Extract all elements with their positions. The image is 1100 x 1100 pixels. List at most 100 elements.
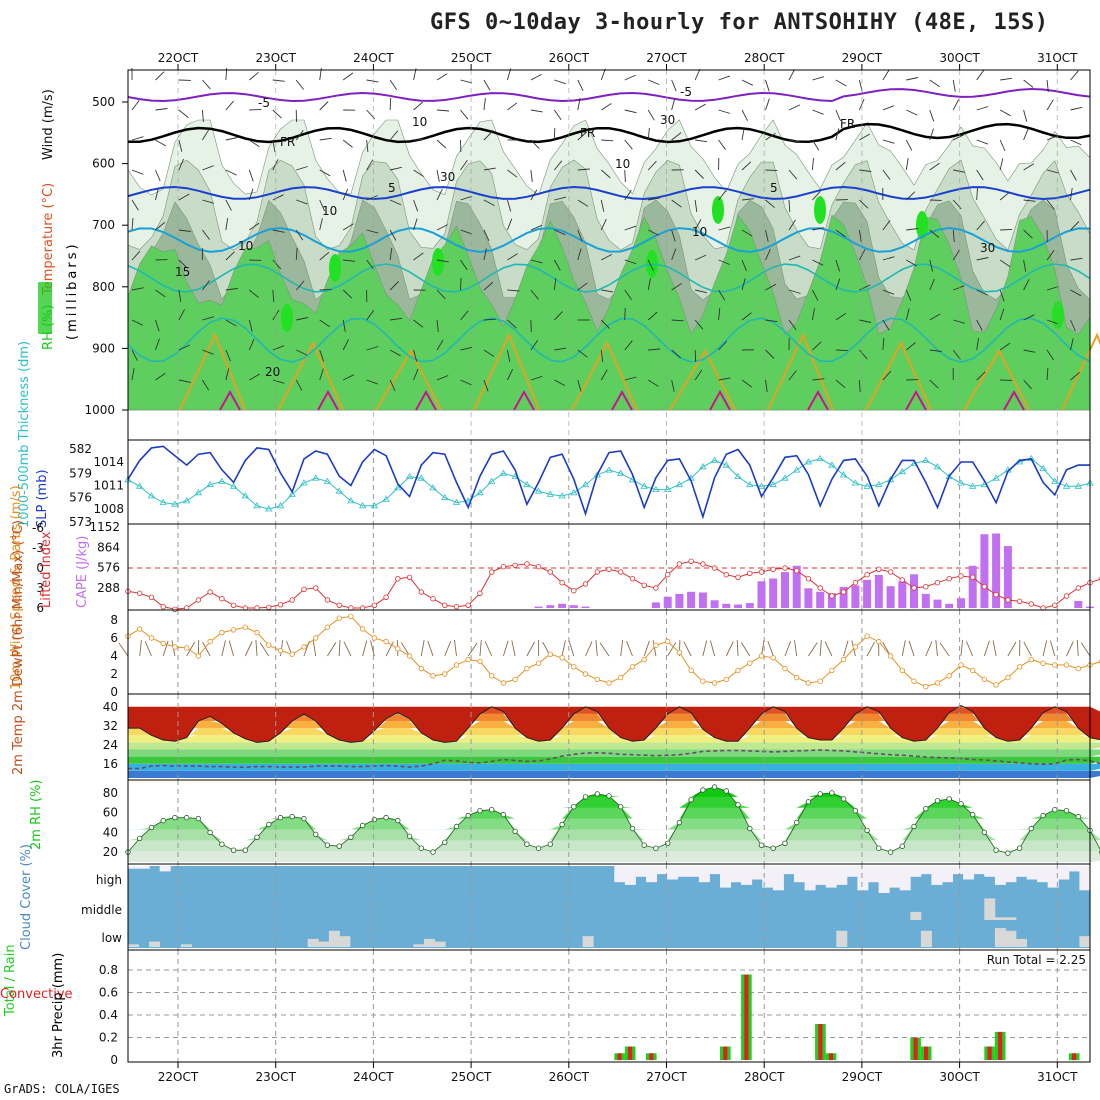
li-point [606, 566, 612, 572]
wind-barb [225, 218, 229, 231]
li-point [219, 596, 225, 602]
li-tick: 0 [36, 561, 44, 575]
wind-barb [342, 319, 346, 332]
cape-bar [581, 606, 590, 608]
wind-barb [906, 228, 919, 231]
surface-wind-barb [526, 641, 535, 657]
li-point [899, 577, 905, 583]
sfc-temp-contour-hot [807, 389, 829, 411]
sfc-temp-contour [179, 332, 246, 411]
thickness-point [746, 480, 754, 488]
li-point [876, 566, 882, 572]
wind-barb [906, 77, 919, 81]
wind-barb [577, 379, 582, 392]
thickness-point [546, 490, 555, 497]
surface-wind-barb [908, 640, 915, 657]
wind-barb [554, 311, 564, 321]
thickness-point [757, 482, 766, 489]
wind-barb [319, 137, 332, 141]
surface-wind-barb [620, 640, 624, 657]
wind-barb [812, 76, 825, 81]
surface-wind-barb [866, 641, 875, 657]
wind-barb [718, 75, 731, 81]
li-point [993, 592, 999, 598]
rh-tick: 20 [103, 845, 118, 859]
wind-barb [976, 106, 989, 111]
wind-barb [131, 250, 141, 261]
wind-barb [1070, 70, 1079, 81]
x-tick-bottom: 31OCT [1037, 1070, 1078, 1084]
contour-label: 5 [770, 181, 778, 195]
wind-barb [342, 374, 355, 381]
wind-barb [413, 218, 418, 231]
upper-air-panel: -5 FR 5 10 15 20 -5 FR FR 5 10 10 30 10 30 10 30 500 600 70… [38, 67, 1100, 417]
cape-bar [781, 572, 789, 608]
temp-band [128, 763, 1100, 771]
wind-barb [131, 287, 144, 291]
wind-barb [765, 79, 770, 92]
thickness-point [828, 461, 836, 468]
wind-barb [178, 344, 190, 351]
li-point [911, 585, 917, 591]
rh-point [230, 847, 237, 853]
wind-barb [178, 139, 183, 152]
surface-wind-barb [338, 639, 341, 657]
wind-barb [319, 251, 330, 261]
wind-barb [178, 309, 185, 321]
thickness-point [534, 487, 543, 494]
surface-wind-barb [599, 642, 610, 657]
wind-barb [554, 229, 566, 236]
wind-barb [765, 248, 771, 261]
thickness-point [804, 458, 813, 465]
surface-wind-barb [186, 641, 196, 657]
wind-barb [272, 229, 285, 233]
cloud-clear-cell [1016, 866, 1027, 877]
li-point [453, 604, 460, 610]
wind-barb [131, 100, 140, 111]
wind-label: Wind (m/s) [41, 89, 56, 160]
precip-convective-bar [617, 1053, 622, 1061]
cloud-clear-cell [328, 930, 340, 947]
x-tick-bottom: 24OCT [353, 1070, 394, 1084]
wind-barb [202, 129, 210, 141]
wind-barb [859, 199, 869, 209]
cloud-clear-cell [1037, 866, 1049, 883]
wind-barb [248, 338, 255, 351]
wind-speed-point [700, 678, 706, 684]
wind-barb [671, 248, 677, 261]
li-point [535, 564, 542, 570]
wind-speed-point [981, 676, 988, 683]
rh-point [172, 814, 178, 821]
li-point [723, 572, 729, 578]
wind-speed-point [1005, 674, 1011, 681]
cloud-clear-cell [794, 866, 805, 883]
cloud-clear-cell [582, 936, 594, 947]
wind-barb [812, 139, 820, 151]
rh-point [981, 829, 988, 836]
wind-speed-point [512, 676, 518, 683]
cape-panel: 6 3 0 -3 -6 288 576 864 1152 Lifted Index CAPE (J/… [32, 520, 1100, 615]
cape-bar [734, 604, 742, 608]
thickness-point [992, 474, 1000, 481]
wind-barb [225, 368, 230, 381]
thickness-point [523, 480, 531, 488]
wind-barb [882, 319, 890, 331]
wind-barb [530, 339, 539, 351]
temp-contour [127, 226, 1091, 254]
wind-barb [436, 109, 450, 112]
wind-barb [507, 369, 514, 381]
rh-peak [916, 211, 928, 239]
li-point [230, 602, 237, 608]
rh-point [512, 828, 518, 835]
wind-barb [647, 128, 650, 141]
temp-band [128, 770, 1100, 778]
wind-barb [413, 169, 424, 177]
wind-barb [225, 169, 237, 176]
precip-tick: 0.6 [99, 986, 118, 1000]
cape-bar [769, 578, 778, 608]
surface-wind-barb [162, 640, 169, 657]
wind-barb [131, 217, 134, 231]
wind-barb [788, 319, 797, 330]
wind-speed-point [1063, 662, 1070, 668]
li-point [794, 568, 800, 574]
